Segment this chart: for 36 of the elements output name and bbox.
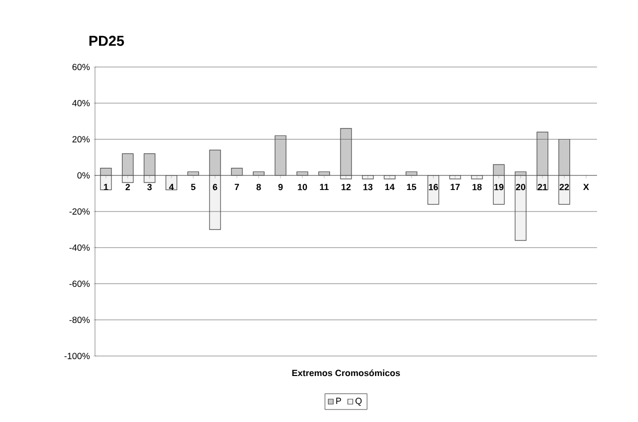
y-tick-label: -40% <box>69 244 90 251</box>
x-tick-label: 20 <box>516 184 526 190</box>
y-tick-label: 0% <box>77 172 90 179</box>
x-tick-label: 3 <box>147 184 152 190</box>
x-tick-label: 19 <box>494 184 504 190</box>
x-tick-label: 1 <box>104 184 108 190</box>
x-tick-label: 16 <box>428 184 438 190</box>
x-tick-label: 4 <box>169 184 174 190</box>
x-axis-title: Extremos Cromosómicos <box>292 369 400 376</box>
y-tick-label: -100% <box>64 352 90 360</box>
x-tick-label: 10 <box>298 184 307 190</box>
y-tick-label: -20% <box>69 208 90 215</box>
x-tick-label: 8 <box>256 184 261 190</box>
y-tick-label: 40% <box>72 100 90 106</box>
x-tick-label: 14 <box>385 184 395 190</box>
x-tick-label: 21 <box>538 184 548 190</box>
chart-title: PD25 <box>89 36 124 46</box>
x-tick-label: 18 <box>472 184 482 190</box>
x-tick-label: 12 <box>342 184 351 190</box>
x-tick-label: X <box>583 184 590 190</box>
x-tick-label: 22 <box>560 184 569 190</box>
x-tick-label: 5 <box>191 184 196 190</box>
x-tick-label: 17 <box>450 184 460 190</box>
y-tick-label: -80% <box>69 316 90 324</box>
y-tick-label: 60% <box>72 64 90 70</box>
x-tick-label: 6 <box>212 184 218 190</box>
x-tick-label: 7 <box>234 184 239 190</box>
x-tick-label: 15 <box>407 184 416 190</box>
legend-label: Q <box>356 398 362 406</box>
x-tick-label: 13 <box>363 184 372 190</box>
y-tick-label: 20% <box>72 136 90 142</box>
legend-label: P <box>336 398 342 404</box>
x-tick-label: 11 <box>320 184 329 190</box>
y-tick-label: -60% <box>69 280 90 287</box>
x-tick-label: 2 <box>126 184 130 190</box>
x-tick-label: 9 <box>278 184 283 190</box>
